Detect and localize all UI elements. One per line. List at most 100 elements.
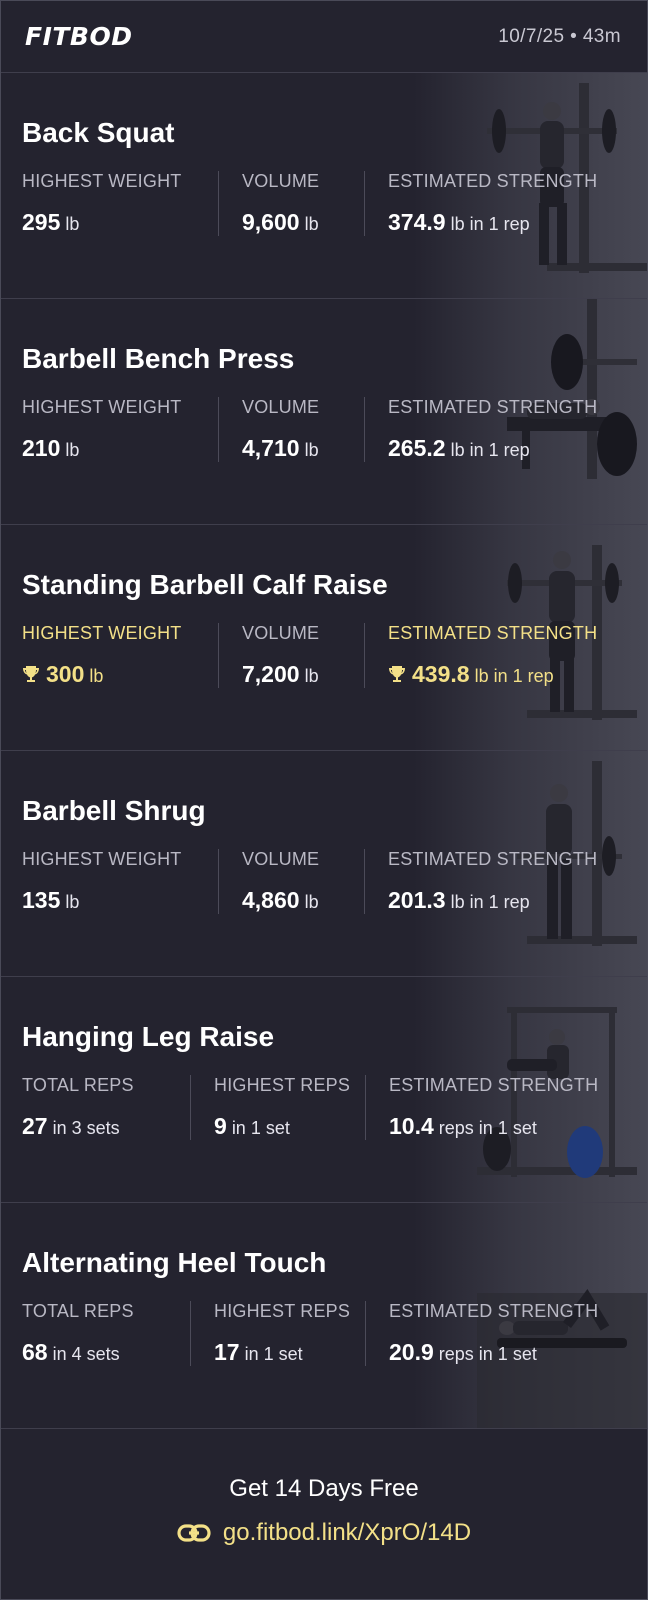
- header: FITBOD 10/7/25 • 43m: [1, 1, 647, 73]
- stat-number: 4,710: [242, 435, 300, 461]
- stat-number: 300: [46, 661, 85, 687]
- exercise-image: [347, 1203, 647, 1428]
- stat-number: 295: [22, 209, 61, 235]
- stat-unit: in 1 set: [244, 1344, 303, 1364]
- stat-value: 265.2 lb in 1 rep: [388, 435, 634, 462]
- stat-value: 295 lb: [22, 209, 208, 236]
- trophy-icon: [23, 666, 39, 682]
- stat-highest-weight: HIGHEST WEIGHT 135 lb: [22, 849, 218, 914]
- stat-unit: lb in 1 rep: [474, 666, 554, 686]
- stat-value: 9 in 1 set: [214, 1113, 355, 1140]
- stat-total-reps: TOTAL REPS 68 in 4 sets: [22, 1301, 190, 1366]
- exercise-image: [347, 73, 647, 298]
- exercise-card[interactable]: Barbell Bench Press HIGHEST WEIGHT 210 l…: [1, 299, 647, 525]
- stat-value: 4,710 lb: [242, 435, 354, 462]
- exercise-name: Hanging Leg Raise: [22, 1021, 275, 1052]
- stat-value: 7,200 lb: [242, 661, 354, 688]
- stat-number: 7,200: [242, 661, 300, 687]
- stat-estimated-strength: ESTIMATED STRENGTH 10.4 reps in 1 set: [365, 1075, 645, 1140]
- stat-unit: in 1 set: [231, 1118, 290, 1138]
- stat-highest-weight: HIGHEST WEIGHT 300 lb: [22, 623, 218, 688]
- exercise-name: Back Squat: [22, 117, 175, 148]
- stat-unit: lb: [65, 214, 80, 234]
- exercise-stats: HIGHEST WEIGHT 135 lb VOLUME 4,860 lb ES…: [22, 849, 644, 914]
- stat-number: 4,860: [242, 887, 300, 913]
- exercise-image: [347, 525, 647, 750]
- exercise-stats: TOTAL REPS 27 in 3 sets HIGHEST REPS 9 i…: [22, 1075, 645, 1140]
- exercise-stats: HIGHEST WEIGHT 295 lb VOLUME 9,600 lb ES…: [22, 171, 644, 236]
- exercise-name: Barbell Bench Press: [22, 343, 295, 374]
- stat-unit: lb in 1 rep: [450, 214, 530, 234]
- exercise-card[interactable]: Hanging Leg Raise TOTAL REPS 27 in 3 set…: [1, 977, 647, 1203]
- stat-unit: lb in 1 rep: [450, 892, 530, 912]
- stat-number: 201.3: [388, 887, 446, 913]
- stat-label: TOTAL REPS: [22, 1075, 134, 1095]
- stat-unit: reps in 1 set: [438, 1118, 537, 1138]
- stat-unit: lb in 1 rep: [450, 440, 530, 460]
- stat-unit: lb: [304, 440, 319, 460]
- stat-number: 9,600: [242, 209, 300, 235]
- promo-link-text[interactable]: go.fitbod.link/XprO/14D: [222, 1518, 472, 1546]
- stat-number: 135: [22, 887, 61, 913]
- stat-label: VOLUME: [242, 623, 320, 643]
- stat-unit: lb: [65, 892, 80, 912]
- exercise-name: Alternating Heel Touch: [22, 1247, 327, 1278]
- stat-label: ESTIMATED STRENGTH: [389, 1301, 599, 1321]
- stat-unit: in 3 sets: [52, 1118, 120, 1138]
- workout-date-duration: 10/7/25 • 43m: [498, 25, 621, 47]
- stat-unit: lb: [304, 892, 319, 912]
- stat-number: 210: [22, 435, 61, 461]
- stat-label: ESTIMATED STRENGTH: [388, 397, 598, 417]
- stat-volume: VOLUME 9,600 lb: [218, 171, 364, 236]
- stat-unit: lb: [304, 666, 319, 686]
- stat-unit: lb: [65, 440, 80, 460]
- stat-number: 17: [214, 1339, 240, 1365]
- stat-volume: VOLUME 4,860 lb: [218, 849, 364, 914]
- stat-value: 210 lb: [22, 435, 208, 462]
- stat-unit: reps in 1 set: [438, 1344, 537, 1364]
- stat-estimated-strength: ESTIMATED STRENGTH 265.2 lb in 1 rep: [364, 397, 644, 462]
- promo-link[interactable]: go.fitbod.link/XprO/14D: [177, 1519, 471, 1547]
- promo-text: Get 14 Days Free: [229, 1474, 419, 1502]
- stat-label: ESTIMATED STRENGTH: [389, 1075, 599, 1095]
- exercise-image: [347, 299, 647, 524]
- exercise-stats: HIGHEST WEIGHT 300 lb VOLUME 7,200 lb ES…: [22, 623, 644, 688]
- stat-value: 9,600 lb: [242, 209, 354, 236]
- stat-highest-weight: HIGHEST WEIGHT 210 lb: [22, 397, 218, 462]
- exercise-card[interactable]: Alternating Heel Touch TOTAL REPS 68 in …: [1, 1203, 647, 1429]
- stat-number: 9: [214, 1113, 227, 1139]
- stat-estimated-strength: ESTIMATED STRENGTH 439.8 lb in 1 rep: [364, 623, 644, 688]
- stat-highest-reps: HIGHEST REPS 17 in 1 set: [190, 1301, 365, 1366]
- stat-value: 374.9 lb in 1 rep: [388, 209, 634, 236]
- stat-unit: in 4 sets: [52, 1344, 120, 1364]
- stat-label: ESTIMATED STRENGTH: [388, 171, 598, 191]
- stat-value: 20.9 reps in 1 set: [389, 1339, 635, 1366]
- stat-volume: VOLUME 7,200 lb: [218, 623, 364, 688]
- stat-value: 135 lb: [22, 887, 208, 914]
- exercise-card[interactable]: Back Squat HIGHEST WEIGHT 295 lb VOLUME …: [1, 73, 647, 299]
- stat-label: HIGHEST REPS: [214, 1301, 351, 1321]
- exercise-card[interactable]: Barbell Shrug HIGHEST WEIGHT 135 lb VOLU…: [1, 751, 647, 977]
- stat-number: 374.9: [388, 209, 446, 235]
- stat-value: 27 in 3 sets: [22, 1113, 180, 1140]
- stat-label: VOLUME: [242, 849, 320, 869]
- stat-estimated-strength: ESTIMATED STRENGTH 201.3 lb in 1 rep: [364, 849, 644, 914]
- stat-number: 10.4: [389, 1113, 434, 1139]
- stat-number: 265.2: [388, 435, 446, 461]
- stat-label: TOTAL REPS: [22, 1301, 134, 1321]
- stat-label: ESTIMATED STRENGTH: [388, 623, 598, 643]
- stat-unit: lb: [304, 214, 319, 234]
- stat-value: 201.3 lb in 1 rep: [388, 887, 634, 914]
- stat-number: 439.8: [412, 661, 470, 687]
- stat-label: ESTIMATED STRENGTH: [388, 849, 598, 869]
- exercise-name: Barbell Shrug: [22, 795, 206, 826]
- stat-label: HIGHEST REPS: [214, 1075, 351, 1095]
- stat-value: 68 in 4 sets: [22, 1339, 180, 1366]
- stat-label: HIGHEST WEIGHT: [22, 623, 182, 643]
- exercise-card[interactable]: Standing Barbell Calf Raise HIGHEST WEIG…: [1, 525, 647, 751]
- stat-estimated-strength: ESTIMATED STRENGTH 20.9 reps in 1 set: [365, 1301, 645, 1366]
- stat-total-reps: TOTAL REPS 27 in 3 sets: [22, 1075, 190, 1140]
- stat-value: 10.4 reps in 1 set: [389, 1113, 635, 1140]
- stat-estimated-strength: ESTIMATED STRENGTH 374.9 lb in 1 rep: [364, 171, 644, 236]
